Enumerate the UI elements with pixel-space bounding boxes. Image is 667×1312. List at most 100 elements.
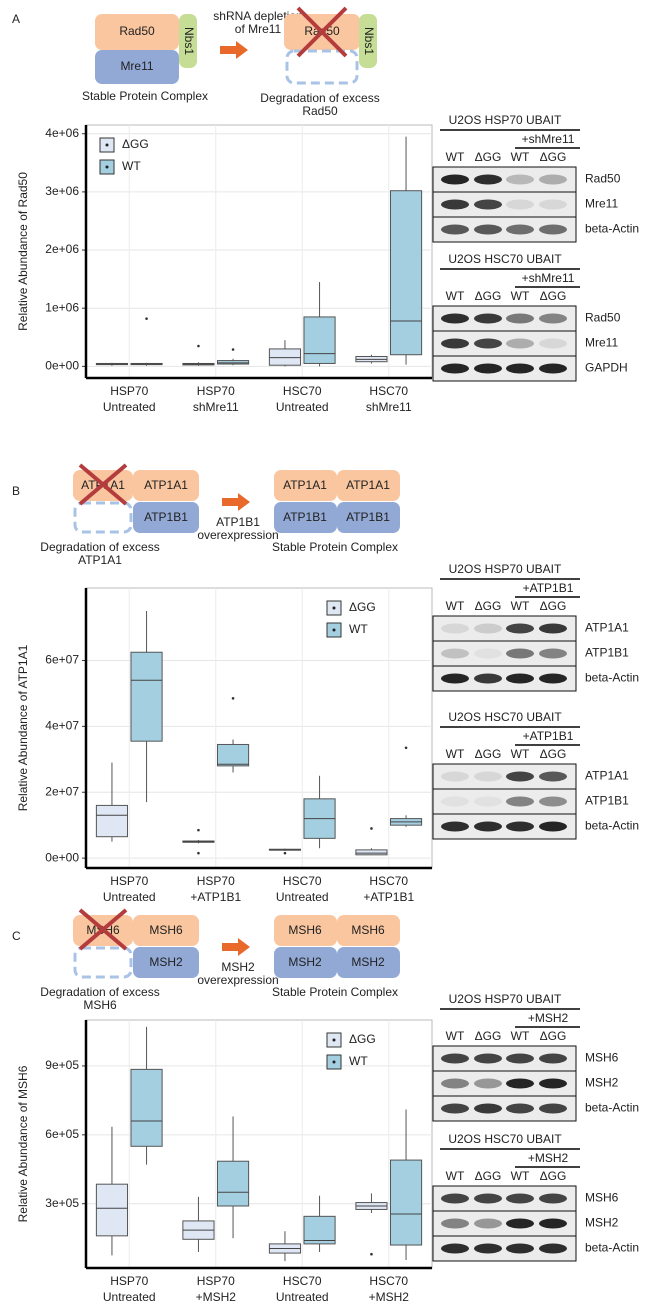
label: HSP70 (197, 384, 235, 398)
protein-box (337, 915, 400, 946)
label: U2OS HSP70 UBAIT (449, 992, 562, 1006)
label: U2OS HSP70 UBAIT (449, 562, 562, 576)
label: ATP1B1 (346, 510, 390, 524)
band (474, 1103, 502, 1114)
label: WT (446, 1029, 465, 1043)
band (441, 1193, 469, 1204)
label: 2e+06 (45, 242, 79, 256)
label: HSC70 (283, 874, 322, 888)
band (506, 673, 534, 684)
label: beta-Actin (585, 1241, 639, 1255)
label: ATP1A1 (144, 478, 188, 492)
label: MSH2 (221, 960, 255, 974)
label: shMre11 (366, 400, 412, 414)
label: Rad50 (585, 172, 621, 186)
label: HSC70 (283, 384, 322, 398)
label: MSH2 (149, 955, 183, 969)
label: Untreated (276, 890, 329, 904)
legend-dot (332, 1060, 336, 1064)
label: 2e+07 (45, 784, 79, 798)
label: ΔGG (475, 289, 502, 303)
label: ATP1A1 (585, 769, 629, 783)
label: HSP70 (197, 1274, 235, 1288)
box (216, 360, 250, 365)
band (474, 174, 502, 185)
arrow (220, 41, 248, 59)
degraded-box (73, 501, 133, 534)
band (474, 338, 502, 349)
band (506, 1103, 534, 1114)
label: 6e+07 (45, 653, 79, 667)
protein-box (179, 14, 197, 68)
arrow (222, 938, 250, 956)
cross (296, 6, 348, 58)
label: ΔGG (540, 289, 567, 303)
label: +shMre11 (522, 271, 575, 285)
label: GAPDH (585, 361, 628, 375)
label: Rad50 (119, 24, 155, 38)
outlier (370, 1252, 373, 1256)
band (474, 199, 502, 210)
label: B (12, 484, 20, 498)
label: ATP1A1 (78, 553, 122, 567)
band (539, 1193, 567, 1204)
box (303, 316, 336, 364)
band (474, 313, 502, 324)
outlier (231, 348, 235, 351)
arrow (222, 493, 250, 511)
label: WT (349, 622, 368, 636)
band (539, 199, 567, 210)
band (474, 224, 502, 235)
band (539, 1218, 567, 1229)
box (95, 1183, 129, 1237)
label: ΔGG (349, 1032, 376, 1046)
label: C (12, 929, 21, 943)
label: Mre11 (585, 336, 618, 350)
band (474, 821, 502, 832)
protein-box (337, 502, 400, 533)
protein-box (359, 14, 377, 68)
label: 6e+05 (45, 1127, 79, 1141)
label: ΔGG (475, 747, 502, 761)
outlier (404, 746, 408, 750)
label: ΔGG (475, 1169, 502, 1183)
label: Untreated (103, 1290, 156, 1304)
label: +ATP1B1 (363, 890, 414, 904)
band (441, 1053, 469, 1064)
band (506, 648, 534, 659)
band (441, 673, 469, 684)
label: WT (511, 150, 530, 164)
label: HSC70 (369, 384, 408, 398)
protein-box (95, 14, 179, 50)
band (539, 338, 567, 349)
band (506, 313, 534, 324)
degraded-box (73, 946, 133, 979)
label: 0e+00 (45, 359, 79, 373)
band (441, 821, 469, 832)
label: MSH6 (585, 1051, 619, 1065)
label: Stable Protein Complex (82, 89, 208, 103)
label: HSC70 (283, 1274, 322, 1288)
label: Degradation of excess (260, 91, 379, 105)
label: WT (511, 1169, 530, 1183)
band (506, 1053, 534, 1064)
band (539, 771, 567, 782)
protein-box (133, 502, 199, 533)
band (441, 338, 469, 349)
label: MSH2 (288, 955, 322, 969)
label: beta-Actin (585, 1101, 639, 1115)
legend-dot (332, 628, 336, 632)
band (506, 1078, 534, 1089)
band (506, 1193, 534, 1204)
label: ΔGG (540, 1029, 567, 1043)
band (441, 174, 469, 185)
label: U2OS HSP70 UBAIT (449, 113, 562, 127)
label: Untreated (103, 890, 156, 904)
label: WT (446, 150, 465, 164)
box (216, 743, 250, 767)
label: Nbs1 (182, 27, 196, 55)
band (441, 1103, 469, 1114)
legend-dot (105, 165, 109, 169)
band (539, 1243, 567, 1254)
